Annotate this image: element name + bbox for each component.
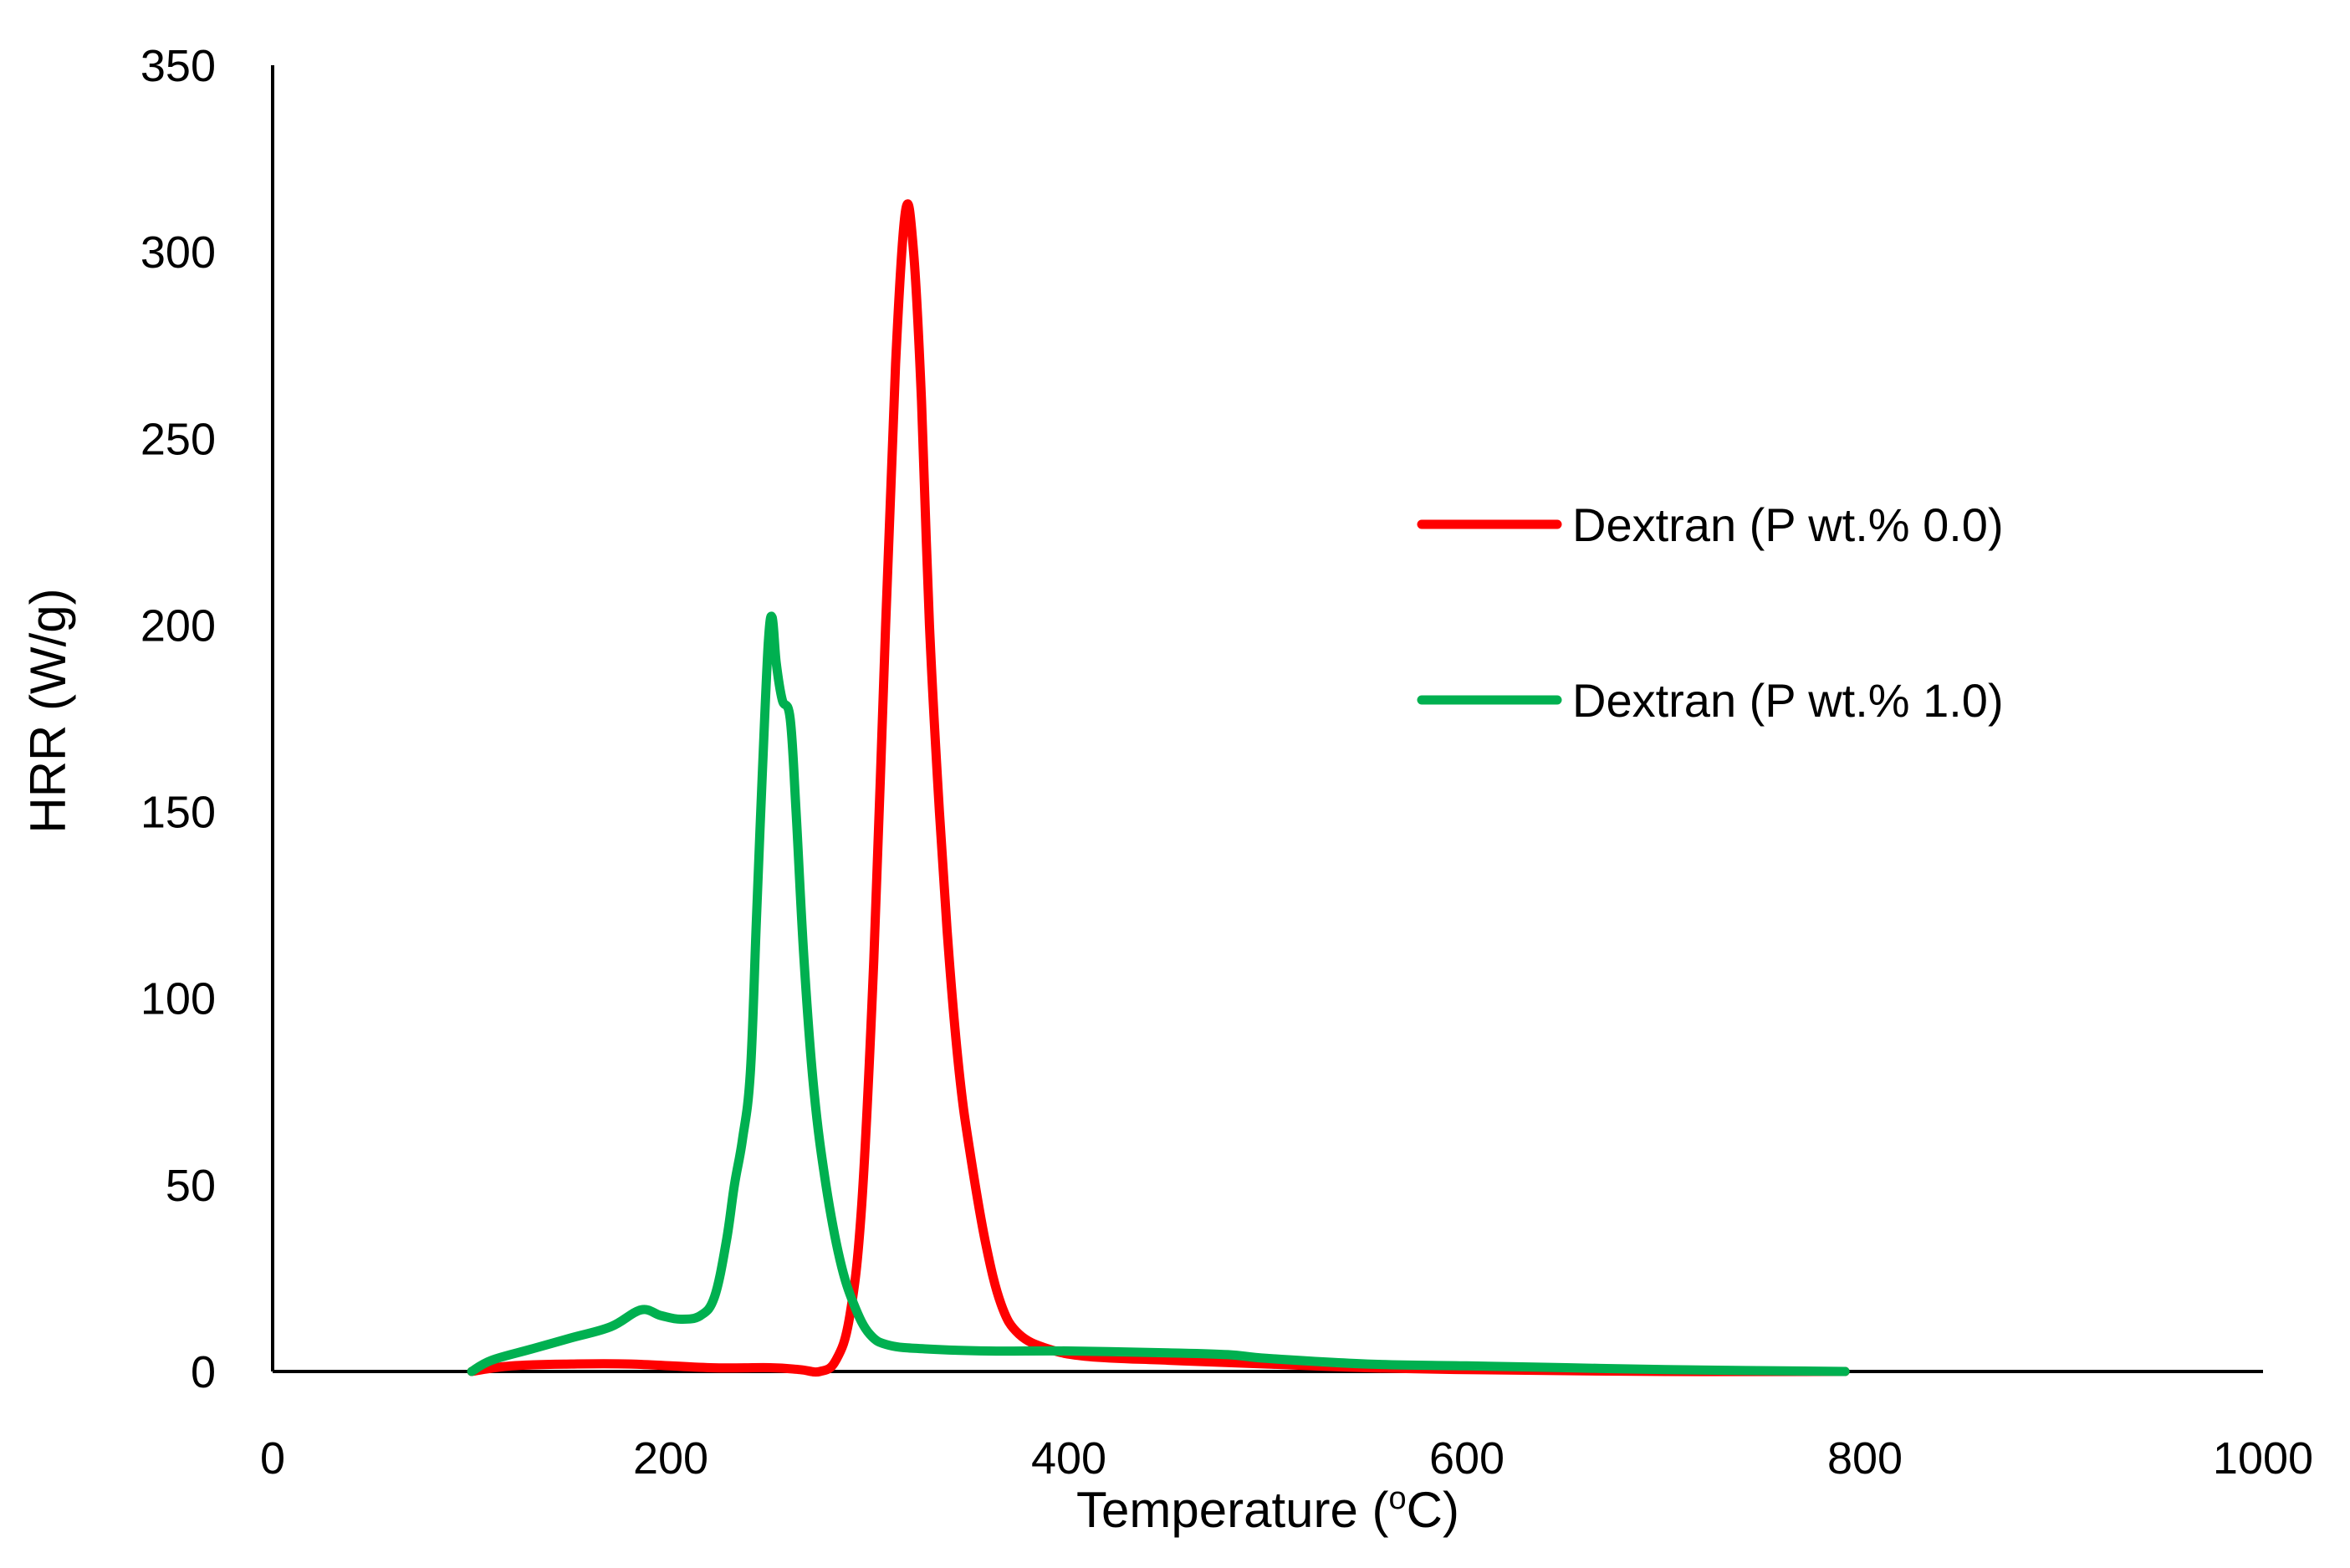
- y-axis-title: HRR (W/g): [20, 588, 76, 833]
- x-axis-title-text: Temperature (: [1076, 1482, 1388, 1538]
- series-line-p10: [467, 611, 1850, 1376]
- y-tick-label: 250: [140, 414, 216, 464]
- y-tick-labels: 0 50 100 150 200 250 300 350: [140, 41, 216, 1397]
- y-tick-label: 100: [140, 974, 216, 1024]
- x-tick-label: 1000: [2213, 1433, 2313, 1484]
- series-line-p00: [467, 199, 1850, 1377]
- legend: Dextran (P wt.% 0.0) Dextran (P wt.% 1.0…: [1417, 498, 2004, 727]
- y-tick-label: 350: [140, 41, 216, 91]
- x-axis-title-degree: o: [1389, 1481, 1407, 1516]
- x-tick-label: 400: [1031, 1433, 1106, 1484]
- y-tick-label: 200: [140, 600, 216, 651]
- legend-label-p10: Dextran (P wt.% 1.0): [1572, 674, 2004, 727]
- y-tick-label: 300: [140, 227, 216, 278]
- x-tick-label: 600: [1429, 1433, 1505, 1484]
- x-tick-label: 0: [260, 1433, 285, 1484]
- legend-item-p10: Dextran (P wt.% 1.0): [1417, 674, 2004, 727]
- x-tick-label: 800: [1827, 1433, 1903, 1484]
- axes: [271, 65, 2263, 1373]
- x-axis-title-unit: C): [1407, 1482, 1459, 1538]
- legend-label-p00: Dextran (P wt.% 0.0): [1572, 498, 2004, 551]
- y-tick-label: 50: [166, 1161, 216, 1211]
- legend-item-p00: Dextran (P wt.% 0.0): [1417, 498, 2004, 551]
- y-tick-label: 0: [191, 1347, 216, 1397]
- series-lines: [467, 199, 1850, 1377]
- x-tick-labels: 0 200 400 600 800 1000: [260, 1433, 2313, 1484]
- x-tick-label: 200: [633, 1433, 708, 1484]
- x-axis-title: Temperature (oC): [1076, 1481, 1459, 1538]
- y-tick-label: 150: [140, 788, 216, 838]
